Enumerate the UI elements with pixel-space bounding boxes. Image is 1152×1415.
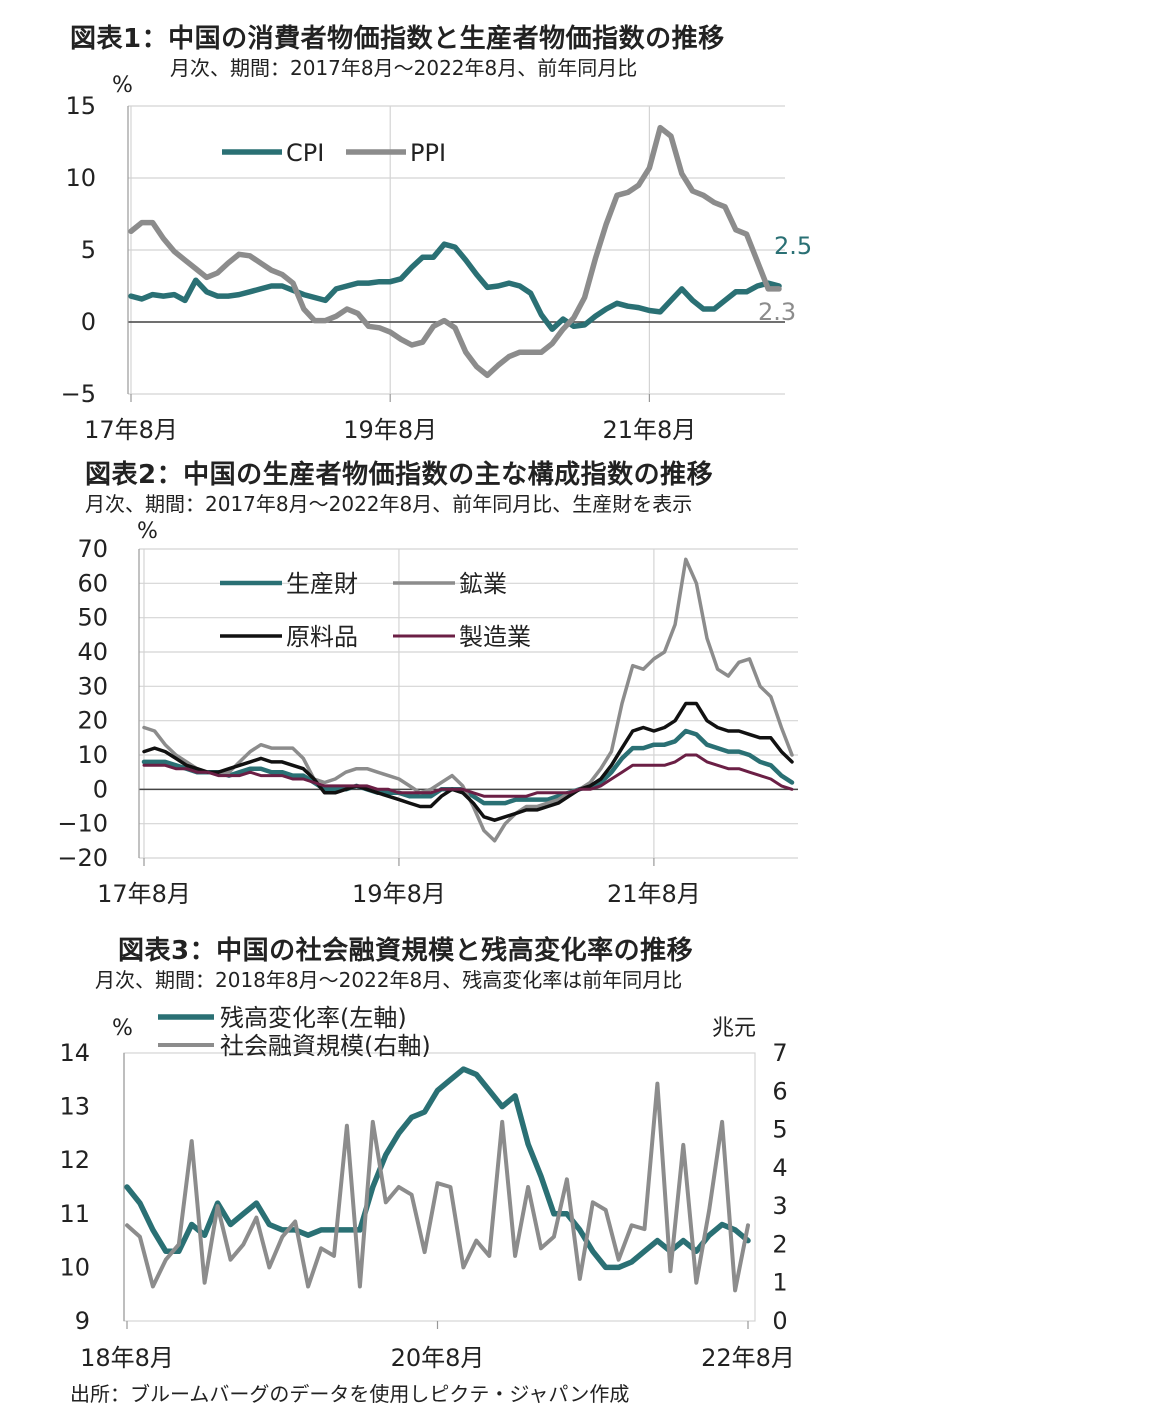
chart3-y2tick-label: 1 (772, 1269, 787, 1297)
chart2-ytick-label: −10 (57, 810, 108, 838)
chart1-title: 図表1：中国の消費者物価指数と生産者物価指数の推移 (70, 24, 725, 54)
chart3-y2tick-label: 0 (772, 1307, 787, 1335)
chart2-unit: % (137, 519, 158, 544)
chart2-ytick-label: 40 (77, 638, 108, 666)
chart2-ytick-label: 30 (77, 672, 108, 700)
chart3-y2tick-label: 2 (772, 1230, 787, 1258)
source-note: 出所：ブルームバーグのデータを使用しピクテ・ジャパン作成 (70, 1382, 630, 1406)
chart3-y2tick-label: 7 (772, 1039, 787, 1067)
chart1-ytick-label: 15 (65, 92, 96, 120)
chart2-xtick-label: 21年8月 (607, 880, 701, 908)
chart3-xtick-label: 22年8月 (701, 1344, 795, 1372)
chart3-unit-left: % (112, 1016, 133, 1041)
chart3-legend-label-2: 社会融資規模(右軸) (220, 1032, 431, 1060)
chart1-ytick-label: 0 (81, 308, 96, 336)
chart3-ytick-label: 11 (59, 1200, 90, 1228)
chart2-legend-label-4: 製造業 (459, 623, 531, 651)
chart1-xtick-label: 21年8月 (602, 416, 696, 444)
chart2-xtick-label: 17年8月 (97, 880, 191, 908)
chart1-xtick-label: 17年8月 (84, 416, 178, 444)
chart2-subtitle: 月次、期間：2017年8月～2022年8月、前年同月比、生産財を表示 (85, 492, 693, 516)
chart3-subtitle: 月次、期間：2018年8月～2022年8月、残高変化率は前年同月比 (95, 968, 683, 992)
chart2-legend-label-1: 生産財 (286, 570, 358, 598)
chart1-ytick-label: 10 (65, 164, 96, 192)
chart3-ytick-label: 14 (59, 1039, 90, 1067)
chart2-ytick-label: 0 (93, 775, 108, 803)
chart2-series-line-3 (142, 701, 794, 822)
chart1-end-label-cpi: 2.5 (774, 232, 812, 260)
chart1-end-label-ppi: 2.3 (758, 298, 796, 326)
chart2-ytick-label: 20 (77, 707, 108, 735)
chart3-title: 図表3：中国の社会融資規模と残高変化率の推移 (118, 936, 694, 966)
chart3-ytick-label: 10 (59, 1253, 90, 1281)
chart3-xtick-label: 20年8月 (391, 1344, 485, 1372)
chart3-y2tick-label: 5 (772, 1116, 787, 1144)
chart2-ytick-label: −20 (57, 844, 108, 872)
chart3-y2tick-label: 6 (772, 1077, 787, 1105)
chart1-legend-label-ppi: PPI (410, 139, 446, 167)
chart2-xtick-label: 19年8月 (352, 880, 446, 908)
chart3-xtick-label: 18年8月 (80, 1344, 174, 1372)
chart2-ytick-label: 50 (77, 604, 108, 632)
chart3-legend-label-1: 残高変化率(左軸) (220, 1004, 407, 1032)
chart3-series-line-1 (124, 1066, 751, 1271)
chart3-y2tick-label: 4 (772, 1154, 787, 1182)
chart3-ytick-label: 13 (59, 1093, 90, 1121)
chart3-ytick-label: 12 (59, 1146, 90, 1174)
chart1-ytick-label: 5 (81, 236, 96, 264)
chart1-ytick-label: −5 (61, 380, 96, 408)
chart3-unit-right: 兆元 (712, 1016, 756, 1041)
chart2-legend-label-3: 原料品 (286, 623, 358, 651)
chart2-ytick-label: 10 (77, 741, 108, 769)
chart2-title: 図表2：中国の生産者物価指数の主な構成指数の推移 (85, 460, 714, 490)
chart3-series-line-2 (125, 1081, 750, 1293)
chart3-y2tick-label: 3 (772, 1192, 787, 1220)
chart1-series-line-1 (128, 241, 782, 332)
chart1-xtick-label: 19年8月 (343, 416, 437, 444)
chart3-plot-frame (123, 1052, 756, 1322)
chart2-series-line-4 (142, 753, 794, 798)
chart1-unit: % (112, 73, 133, 98)
chart3-ytick-label: 9 (75, 1307, 90, 1335)
chart2-legend-label-2: 鉱業 (459, 570, 507, 598)
chart1-legend-label-cpi: CPI (286, 139, 324, 167)
chart2-ytick-label: 60 (77, 569, 108, 597)
chart2-ytick-label: 70 (77, 535, 108, 563)
chart1-subtitle: 月次、期間：2017年8月～2022年8月、前年同月比 (170, 56, 638, 80)
chart1-series-line-2 (128, 124, 782, 379)
